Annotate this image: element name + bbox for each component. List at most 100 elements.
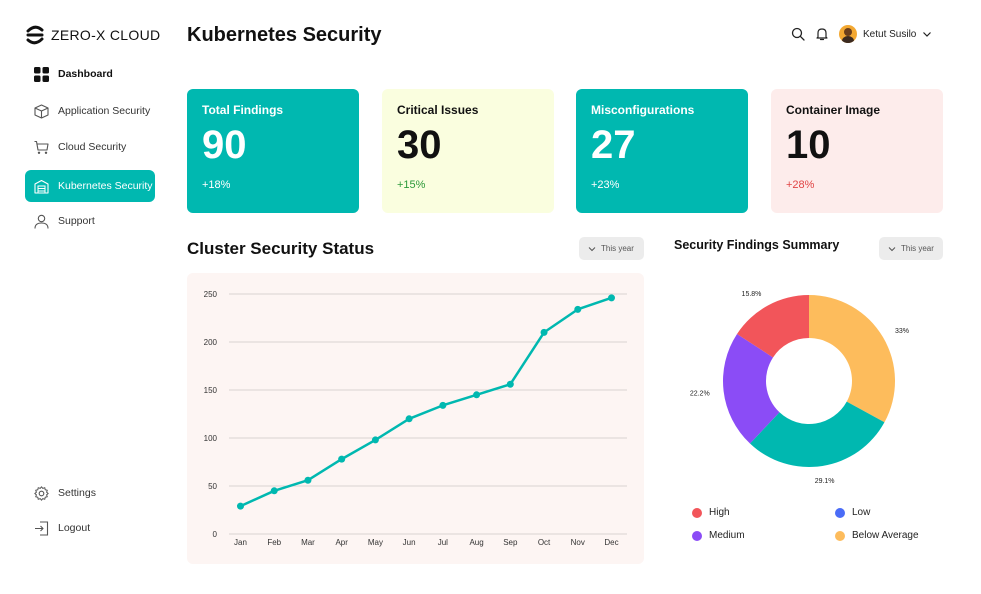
card-value: 10 [786, 123, 831, 167]
summary-title: Security Findings Summary [674, 238, 840, 252]
user-menu[interactable]: Ketut Susilo [839, 25, 932, 43]
card-container-image: Container Image 10 +28% [771, 89, 943, 213]
y-tick-label: 150 [204, 386, 218, 395]
data-point [270, 487, 278, 495]
x-tick-label: Jul [438, 538, 448, 547]
card-delta: +23% [591, 179, 620, 191]
x-tick-label: Jan [234, 538, 247, 547]
user-icon [33, 213, 49, 229]
x-tick-label: Sep [503, 538, 518, 547]
card-critical-issues: Critical Issues 30 +15% [382, 89, 554, 213]
x-tick-label: Dec [604, 538, 618, 547]
data-point [304, 476, 312, 484]
summary-period-select[interactable]: This year [879, 237, 943, 260]
card-label: Critical Issues [397, 103, 479, 117]
legend-item-medium: Medium [692, 530, 745, 541]
sidebar-item-support[interactable]: Support [25, 205, 155, 237]
card-value: 90 [202, 123, 247, 167]
sidebar-item-label: Logout [58, 522, 91, 534]
card-label: Misconfigurations [591, 103, 695, 117]
legend-label: Low [852, 507, 871, 518]
x-tick-label: May [368, 538, 383, 547]
bell-icon[interactable] [815, 27, 829, 41]
y-tick-label: 100 [204, 434, 218, 443]
slice-label: 29.1% [815, 478, 835, 485]
period-label: This year [601, 244, 634, 253]
sidebar-item-dashboard[interactable]: Dashboard [25, 58, 155, 90]
y-tick-label: 0 [213, 530, 218, 539]
user-name: Ketut Susilo [863, 28, 917, 40]
brand-name: ZERO-X CLOUD [51, 27, 161, 43]
logo-icon [26, 25, 44, 45]
data-point [608, 294, 615, 302]
legend-dot [692, 507, 702, 518]
sidebar-item-kubernetes-security[interactable]: Kubernetes Security [25, 170, 155, 202]
card-label: Container Image [786, 103, 881, 117]
chevron-down-icon [923, 32, 932, 37]
dashboard-icon [33, 66, 49, 82]
chevron-down-icon [588, 246, 596, 251]
sidebar-item-label: Kubernetes Security [58, 180, 153, 192]
data-point [540, 328, 548, 336]
slice-label: 15.8% [742, 291, 762, 298]
card-delta: +18% [202, 179, 231, 191]
sidebar-item-label: Support [58, 215, 95, 227]
sidebar-item-label: Cloud Security [58, 141, 127, 153]
sidebar-item-settings[interactable]: Settings [25, 477, 155, 509]
card-total-findings: Total Findings 90 +18% [187, 89, 359, 213]
cluster-period-select[interactable]: This year [579, 237, 644, 260]
legend-dot [835, 507, 845, 518]
y-tick-label: 200 [204, 338, 218, 347]
y-tick-label: 250 [204, 290, 218, 299]
sidebar-item-application-security[interactable]: Application Security [25, 95, 155, 127]
page-title: Kubernetes Security [187, 24, 382, 46]
data-point [371, 436, 379, 444]
y-tick-label: 50 [208, 482, 217, 491]
warehouse-icon [33, 178, 49, 194]
legend-label: Medium [709, 530, 745, 541]
data-point [506, 380, 514, 388]
donut-slice [809, 295, 895, 423]
card-value: 30 [397, 123, 442, 167]
legend-item-below-average: Below Average [835, 530, 919, 541]
card-misconfigurations: Misconfigurations 27 +23% [576, 89, 748, 213]
search-icon[interactable] [791, 27, 805, 41]
data-point [338, 455, 346, 463]
sidebar-item-logout[interactable]: Logout [25, 512, 155, 544]
card-delta: +28% [786, 179, 815, 191]
data-point [405, 415, 413, 423]
data-point [574, 305, 582, 313]
card-delta: +15% [397, 179, 426, 191]
chevron-down-icon [888, 246, 896, 251]
series-line [239, 296, 612, 508]
x-tick-label: Feb [267, 538, 281, 547]
period-label: This year [901, 244, 934, 253]
legend-item-low: Low [835, 507, 870, 518]
sidebar-item-label: Settings [58, 487, 96, 499]
gear-icon [33, 485, 49, 501]
donut-slice [737, 295, 809, 358]
slice-label: 22.2% [690, 391, 710, 398]
slice-label: 33% [895, 328, 909, 335]
x-tick-label: Oct [538, 538, 551, 547]
x-tick-label: Apr [335, 538, 348, 547]
legend-label: High [709, 507, 730, 518]
card-value: 27 [591, 123, 636, 167]
brand-logo[interactable]: ZERO-X CLOUD [25, 25, 160, 45]
donut-slice [723, 333, 780, 444]
data-point [473, 391, 481, 399]
legend-label: Below Average [852, 530, 919, 541]
sidebar-item-label: Application Security [58, 105, 151, 117]
x-tick-label: Mar [301, 538, 315, 547]
x-tick-label: Aug [469, 538, 483, 547]
donut-slice [749, 401, 885, 467]
cart-icon [33, 139, 49, 155]
data-point [439, 401, 447, 409]
data-point [237, 502, 244, 510]
sidebar-item-cloud-security[interactable]: Cloud Security [25, 131, 155, 163]
x-tick-label: Nov [571, 538, 585, 547]
card-label: Total Findings [202, 103, 284, 117]
legend-dot [692, 530, 702, 541]
avatar [839, 25, 857, 43]
x-tick-label: Jun [403, 538, 416, 547]
